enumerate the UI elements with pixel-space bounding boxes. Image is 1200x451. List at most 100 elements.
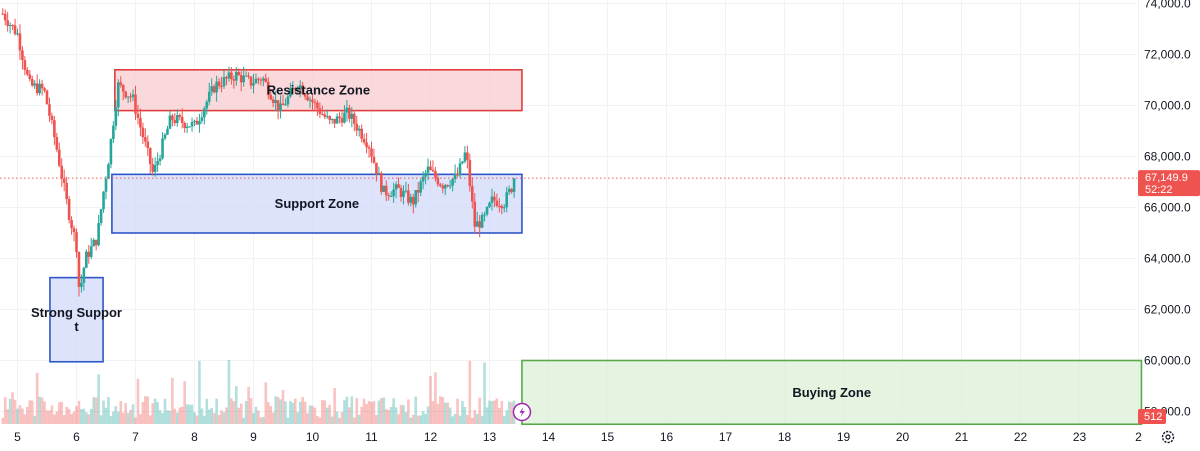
volume-bar bbox=[424, 413, 427, 424]
volume-bar bbox=[220, 410, 223, 424]
volume-bar bbox=[343, 400, 346, 424]
candle-body bbox=[436, 177, 440, 185]
volume-bar bbox=[48, 410, 51, 424]
volume-bar bbox=[92, 397, 96, 424]
candle-body bbox=[284, 104, 287, 106]
volume-bar bbox=[205, 398, 209, 424]
volume-bar bbox=[1, 417, 5, 424]
candle-body bbox=[141, 127, 145, 138]
candle-body bbox=[316, 102, 319, 109]
volume-bar bbox=[382, 397, 386, 424]
volume-bar bbox=[173, 408, 177, 424]
volume-bars bbox=[1, 359, 516, 424]
candle-body bbox=[87, 251, 91, 257]
candle-body bbox=[343, 112, 346, 123]
volume-bar bbox=[470, 417, 474, 424]
candle-body bbox=[239, 75, 243, 83]
volume-bar bbox=[375, 415, 378, 424]
x-tick-label: 15 bbox=[601, 430, 615, 444]
volume-bar bbox=[65, 406, 68, 424]
volume-badge-value: 512 bbox=[1144, 411, 1162, 423]
volume-bar bbox=[490, 401, 494, 424]
candle-body bbox=[333, 118, 336, 124]
candle-body bbox=[264, 78, 268, 82]
candle-body bbox=[387, 195, 391, 197]
candle-body bbox=[1, 13, 5, 15]
candle-body bbox=[475, 221, 479, 227]
candle-body bbox=[266, 81, 270, 95]
volume-bar bbox=[222, 412, 226, 424]
candle-body bbox=[35, 83, 39, 94]
volume-bar bbox=[244, 401, 248, 424]
volume-bar bbox=[493, 400, 496, 424]
volume-bar bbox=[3, 397, 7, 424]
candle-body bbox=[498, 205, 501, 207]
x-tick-label: 17 bbox=[719, 430, 733, 444]
candle-body bbox=[40, 83, 44, 89]
candle-body bbox=[380, 172, 383, 192]
volume-bar bbox=[252, 413, 255, 424]
candle-body bbox=[397, 184, 400, 188]
volume-bar bbox=[119, 401, 123, 424]
volume-bar bbox=[203, 415, 206, 424]
volume-bar bbox=[62, 415, 66, 424]
candle-body bbox=[99, 209, 103, 224]
volume-bar bbox=[185, 404, 189, 424]
candle-body bbox=[348, 107, 351, 119]
volume-bar bbox=[259, 417, 263, 424]
volume-bar bbox=[212, 413, 216, 424]
volume-bar bbox=[399, 404, 403, 424]
candle-body bbox=[102, 191, 105, 210]
candle-body bbox=[210, 86, 214, 92]
y-tick-label: 70,000.0 bbox=[1144, 99, 1191, 113]
volume-bar bbox=[121, 412, 125, 424]
volume-bar bbox=[55, 411, 59, 424]
candle-body bbox=[276, 100, 280, 112]
volume-bar bbox=[257, 410, 260, 424]
volume-bar bbox=[352, 417, 356, 424]
candle-body bbox=[286, 96, 290, 105]
candles bbox=[1, 8, 516, 297]
candle-body bbox=[72, 228, 76, 233]
candle-body bbox=[13, 25, 17, 35]
candle-body bbox=[129, 96, 132, 98]
candle-body bbox=[461, 161, 464, 164]
volume-bar bbox=[311, 405, 314, 424]
volume-bar bbox=[308, 405, 312, 424]
volume-bar bbox=[114, 406, 118, 424]
x-tick-label: 16 bbox=[660, 430, 674, 444]
candle-body bbox=[180, 116, 184, 123]
volume-bar bbox=[18, 405, 22, 424]
candle-body bbox=[183, 122, 186, 129]
x-tick-label: 19 bbox=[837, 430, 851, 444]
volume-bar bbox=[190, 404, 194, 424]
candle-body bbox=[220, 86, 223, 88]
volume-bar bbox=[227, 359, 231, 424]
candle-body bbox=[490, 196, 494, 203]
candle-body bbox=[212, 86, 216, 93]
volume-bar bbox=[407, 399, 410, 424]
candle-body bbox=[244, 75, 248, 77]
candle-body bbox=[416, 190, 420, 193]
candle-body bbox=[104, 179, 108, 192]
candle-body bbox=[431, 169, 435, 172]
candle-body bbox=[6, 20, 9, 26]
volume-bar bbox=[195, 415, 199, 424]
candle-body bbox=[205, 101, 209, 109]
volume-bar bbox=[397, 414, 400, 424]
candle-body bbox=[439, 184, 442, 186]
volume-bar bbox=[443, 402, 447, 424]
volume-bar bbox=[109, 415, 113, 424]
gear-icon bbox=[1161, 430, 1175, 444]
volume-bar bbox=[411, 414, 415, 424]
candle-body bbox=[227, 72, 231, 79]
volume-bar bbox=[330, 416, 334, 424]
candle-body bbox=[493, 196, 496, 201]
candle-body bbox=[429, 166, 432, 170]
candle-body bbox=[298, 85, 302, 89]
candle-body bbox=[411, 196, 415, 205]
volume-bar bbox=[389, 406, 393, 424]
volume-bar bbox=[468, 360, 472, 424]
